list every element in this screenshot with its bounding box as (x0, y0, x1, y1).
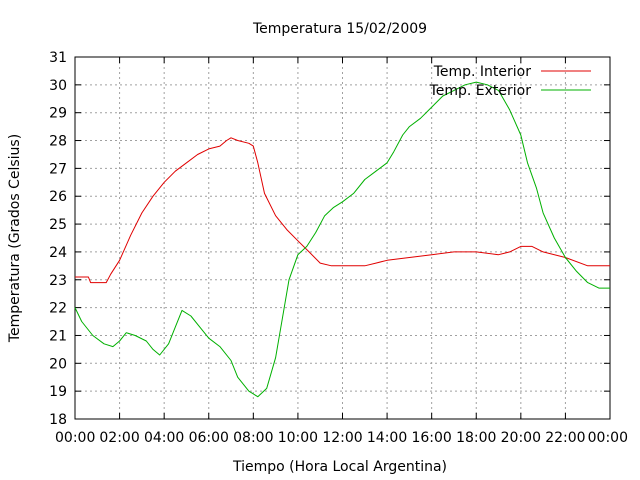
legend-label: Temp. Exterior (429, 83, 532, 99)
y-tick-label: 22 (49, 301, 67, 317)
legend-label: Temp. Interior (433, 64, 532, 80)
y-axis-label: Temperatura (Grados Celsius) (7, 134, 23, 343)
y-tick-label: 28 (49, 134, 67, 150)
series-lines (74, 81, 610, 398)
x-tick-label: 04:00 (144, 430, 184, 446)
legend: Temp. Interior Temp. Exterior (429, 64, 591, 99)
y-tick-label: 21 (49, 328, 67, 344)
y-tick-label: 29 (49, 106, 67, 122)
x-tick-label: 16:00 (411, 430, 451, 446)
x-tick-label: 02:00 (99, 430, 139, 446)
x-tick-label: 20:00 (501, 430, 541, 446)
chart-title: Temperatura 15/02/2009 (252, 21, 427, 37)
x-axis-label: Tiempo (Hora Local Argentina) (232, 459, 447, 475)
x-tick-label: 22:00 (545, 430, 585, 446)
x-tick-label: 14:00 (367, 430, 407, 446)
y-tick-label: 20 (49, 356, 67, 372)
y-tick-label: 24 (49, 245, 67, 261)
series-line-2 (74, 81, 610, 398)
x-tick-label: 12:00 (322, 430, 362, 446)
grid-lines (75, 57, 610, 419)
tick-marks (74, 56, 611, 420)
x-tick-label: 08:00 (233, 430, 273, 446)
x-tick-label: 00:00 (588, 430, 628, 446)
x-tick-label: 06:00 (189, 430, 229, 446)
y-tick-label: 27 (49, 161, 67, 177)
y-tick-label: 25 (49, 217, 67, 233)
series-line-1 (75, 137, 610, 284)
y-tick-label: 30 (49, 78, 67, 94)
x-tick-label: 18:00 (456, 430, 496, 446)
y-tick-label: 19 (49, 384, 67, 400)
y-tick-label: 31 (49, 50, 67, 66)
x-tick-label: 00:00 (55, 430, 95, 446)
y-tick-label: 18 (49, 412, 67, 428)
y-tick-label: 23 (49, 273, 67, 289)
x-tick-labels: 00:00 02:00 04:00 06:00 08:00 10:00 12:00 14:00… (55, 430, 628, 446)
y-tick-labels: 18 19 20 21 22 23 24 25 26 27 28 29 30 31 (49, 50, 67, 428)
x-tick-label: 10:00 (278, 430, 318, 446)
y-tick-label: 26 (49, 189, 67, 205)
